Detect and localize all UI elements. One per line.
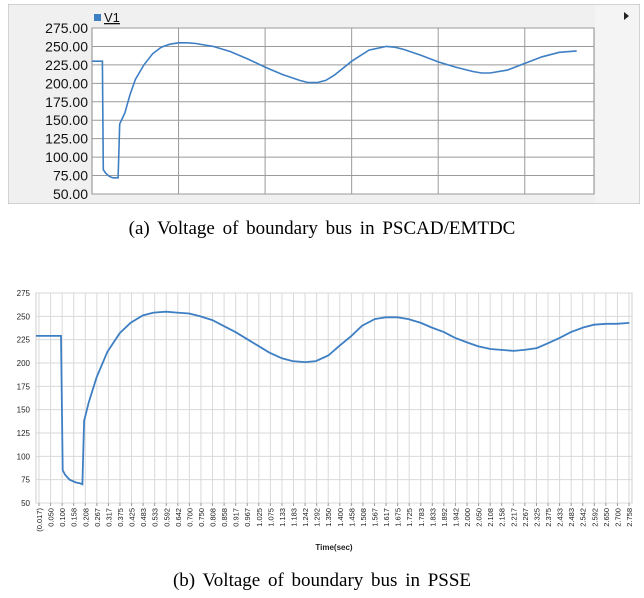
- y-tick-label: 125: [17, 429, 31, 438]
- plot-area: [35, 292, 633, 504]
- x-tick-label: 2.758: [625, 508, 634, 527]
- y-tick-label: 100.00: [45, 149, 88, 165]
- y-tick-label: 100: [17, 452, 31, 461]
- x-tick-label: 0.375: [116, 508, 125, 527]
- x-tick-label: 0.917: [232, 508, 241, 527]
- x-tick-label: 1.567: [370, 508, 379, 527]
- x-tick-label: 0.533: [151, 508, 160, 527]
- y-tick-label: 150: [17, 406, 31, 415]
- x-tick-label: 0.267: [93, 508, 102, 527]
- x-tick-label: 2.267: [521, 508, 530, 527]
- x-tick-label: 0.158: [70, 508, 79, 527]
- x-axis-label: Time(sec): [315, 543, 353, 552]
- x-tick-label: 1.292: [313, 508, 322, 527]
- x-tick-label: 0.317: [104, 508, 113, 527]
- x-tick-label: 1.075: [266, 508, 275, 527]
- x-tick-label: 2.483: [567, 508, 576, 527]
- x-tick-label: 2.000: [463, 508, 472, 527]
- legend-swatch-v1: [94, 14, 101, 21]
- x-tick-label: 1.617: [382, 508, 391, 527]
- x-tick-label: 2.542: [579, 508, 588, 527]
- pscad-chart-panel: 275.00 250.00 225.00 200.00 175.00 150.00 125.…: [7, 3, 641, 205]
- x-tick-label: 1.942: [451, 508, 460, 527]
- x-tick-label: 0.425: [128, 508, 137, 527]
- caption-b: (b) Voltage of boundary bus in PSSE: [172, 570, 472, 591]
- caption-a: (a) Voltage of boundary bus in PSCAD/EMT…: [128, 218, 516, 239]
- series-line-v1: [92, 42, 577, 179]
- x-tick-label: 0.642: [174, 508, 183, 527]
- x-tick-label: 1.675: [394, 508, 403, 527]
- x-tick-label: 1.350: [324, 508, 333, 527]
- y-tick-label: 200.00: [45, 75, 88, 91]
- x-tick-label: 2.050: [475, 508, 484, 527]
- x-tick-label: 2.700: [613, 508, 622, 527]
- x-tick-label: 1.133: [278, 508, 287, 527]
- y-tick-label: 250: [17, 312, 31, 321]
- x-tick-label: 2.650: [602, 508, 611, 527]
- x-tick-label: (0.017): [35, 507, 44, 531]
- pscad-chart: 275.00 250.00 225.00 200.00 175.00 150.00 125.…: [7, 3, 641, 205]
- x-tick-label: 1.783: [417, 508, 426, 527]
- x-tick-label: 0.808: [209, 508, 218, 527]
- x-tick-label: 0.208: [81, 508, 90, 527]
- y-tick-label: 150.00: [45, 112, 88, 128]
- x-tick-label: 0.750: [197, 508, 206, 527]
- x-tick-label: 0.700: [185, 508, 194, 527]
- y-tick-label: 50.00: [53, 186, 88, 202]
- x-tick-label: 1.892: [440, 508, 449, 527]
- y-tick-label: 175.00: [45, 94, 88, 110]
- x-tick-label: 0.967: [243, 508, 252, 527]
- y-tick-label: 275.00: [45, 20, 88, 36]
- y-tick-label: 125.00: [45, 131, 88, 147]
- x-tick-label: 1.242: [301, 508, 310, 527]
- y-tick-label: 175: [17, 382, 31, 391]
- x-tick-label: 1.183: [290, 508, 299, 527]
- x-tick-label: 1.025: [255, 508, 264, 527]
- x-tick-label: 0.050: [47, 508, 56, 527]
- x-tick-label: 1.400: [336, 508, 345, 527]
- x-tick-label: 0.592: [162, 508, 171, 527]
- x-tick-label: 2.592: [590, 508, 599, 527]
- y-tick-label: 75: [21, 476, 30, 485]
- scroll-strip[interactable]: [595, 5, 639, 203]
- x-tick-label: 1.725: [405, 508, 414, 527]
- y-tick-label: 50: [21, 499, 30, 508]
- x-tick-label: 2.158: [498, 508, 507, 527]
- x-tick-label: 2.108: [486, 508, 495, 527]
- x-tick-label: 1.508: [359, 508, 368, 527]
- y-tick-label: 225: [17, 336, 31, 345]
- y-tick-label: 225.00: [45, 57, 88, 73]
- series-line: [36, 310, 630, 486]
- y-tick-label: 200: [17, 359, 31, 368]
- x-tick-label: 1.833: [428, 508, 437, 527]
- psse-chart: 275 250 225 200 175 150 125 100 75 50 (0.017) 0.050…: [17, 289, 634, 552]
- x-tick-label: 2.433: [556, 508, 565, 527]
- y-tick-label: 275: [17, 289, 31, 298]
- x-tick-label: 1.458: [347, 508, 356, 527]
- x-tick-label: 2.217: [509, 508, 518, 527]
- x-tick-label: 0.100: [58, 508, 67, 527]
- legend-label-v1[interactable]: V1: [104, 10, 120, 25]
- y-tick-label: 250.00: [45, 38, 88, 54]
- y-tick-label: 75.00: [53, 168, 88, 184]
- x-tick-label: 2.325: [532, 508, 541, 527]
- x-tick-label: 0.858: [220, 508, 229, 527]
- x-tick-label: 0.483: [139, 508, 148, 527]
- plot-area: [91, 27, 595, 195]
- triangle-right-icon[interactable]: [624, 12, 629, 20]
- x-tick-label: 2.375: [544, 508, 553, 527]
- psse-chart-panel: 275 250 225 200 175 150 125 100 75 50 (0.017) 0.050…: [0, 280, 644, 560]
